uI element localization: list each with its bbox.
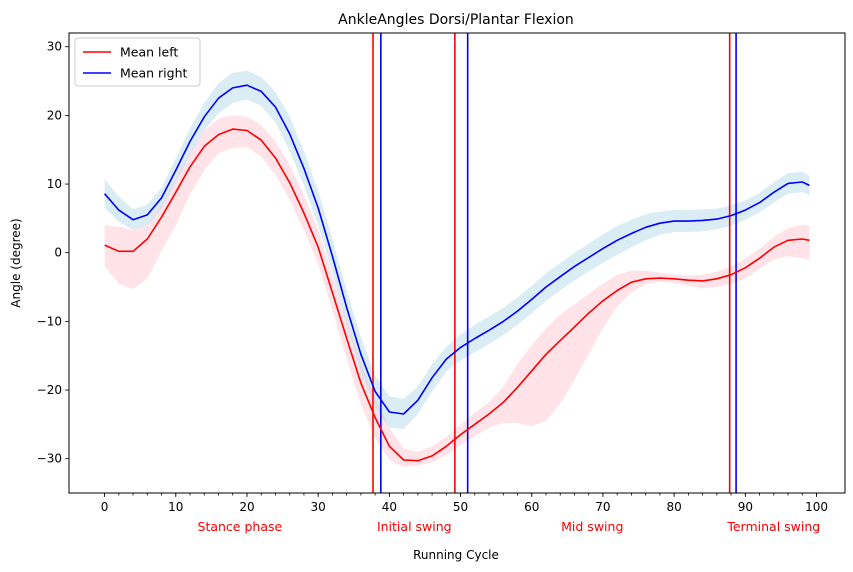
legend-label: Mean right bbox=[120, 66, 188, 81]
x-tick-label: 40 bbox=[382, 500, 397, 514]
x-tick-label: 0 bbox=[101, 500, 109, 514]
phase-boundary-lines bbox=[372, 33, 737, 493]
y-tick-label: 0 bbox=[54, 246, 62, 260]
y-tick-label: 10 bbox=[47, 177, 62, 191]
y-axis-ticks: −30 −20 −10 0 10 20 30 bbox=[37, 40, 69, 466]
y-tick-label: 30 bbox=[47, 40, 62, 54]
legend-label: Mean left bbox=[120, 45, 178, 60]
line-mean-right bbox=[103, 84, 810, 415]
legend: Mean left Mean right bbox=[74, 37, 201, 87]
x-tick-label: 100 bbox=[805, 500, 828, 514]
legend-box bbox=[74, 37, 201, 87]
x-axis-ticks: 0 10 20 30 40 50 60 70 80 90 100 bbox=[101, 493, 828, 514]
y-tick-label: −20 bbox=[37, 383, 62, 397]
x-tick-label: 60 bbox=[524, 500, 539, 514]
phase-label: Stance phase bbox=[198, 519, 283, 534]
phase-label: Initial swing bbox=[377, 519, 452, 534]
chart-title: AnkleAngles Dorsi/Plantar Flexion bbox=[338, 12, 574, 28]
band-right bbox=[104, 70, 810, 430]
band-left bbox=[104, 115, 810, 467]
phase-label: Mid swing bbox=[561, 519, 623, 534]
y-tick-label: 20 bbox=[47, 108, 62, 122]
y-axis-label: Angle (degree) bbox=[9, 218, 23, 307]
phase-label: Terminal swing bbox=[726, 519, 820, 534]
confidence-bands bbox=[104, 70, 810, 467]
mean-lines bbox=[103, 84, 810, 462]
line-mean-left bbox=[104, 128, 810, 462]
x-tick-label: 10 bbox=[168, 500, 183, 514]
x-axis-label: Running Cycle bbox=[413, 548, 499, 562]
x-tick-label: 50 bbox=[453, 500, 468, 514]
y-tick-label: −10 bbox=[37, 314, 62, 328]
y-tick-label: −30 bbox=[37, 452, 62, 466]
phase-labels: Stance phase Initial swing Mid swing Termin… bbox=[198, 519, 821, 534]
plot-frame bbox=[68, 32, 846, 494]
x-tick-label: 80 bbox=[666, 500, 681, 514]
x-tick-label: 70 bbox=[595, 500, 610, 514]
x-tick-label: 90 bbox=[738, 500, 753, 514]
x-tick-label: 20 bbox=[239, 500, 254, 514]
x-tick-label: 30 bbox=[311, 500, 326, 514]
